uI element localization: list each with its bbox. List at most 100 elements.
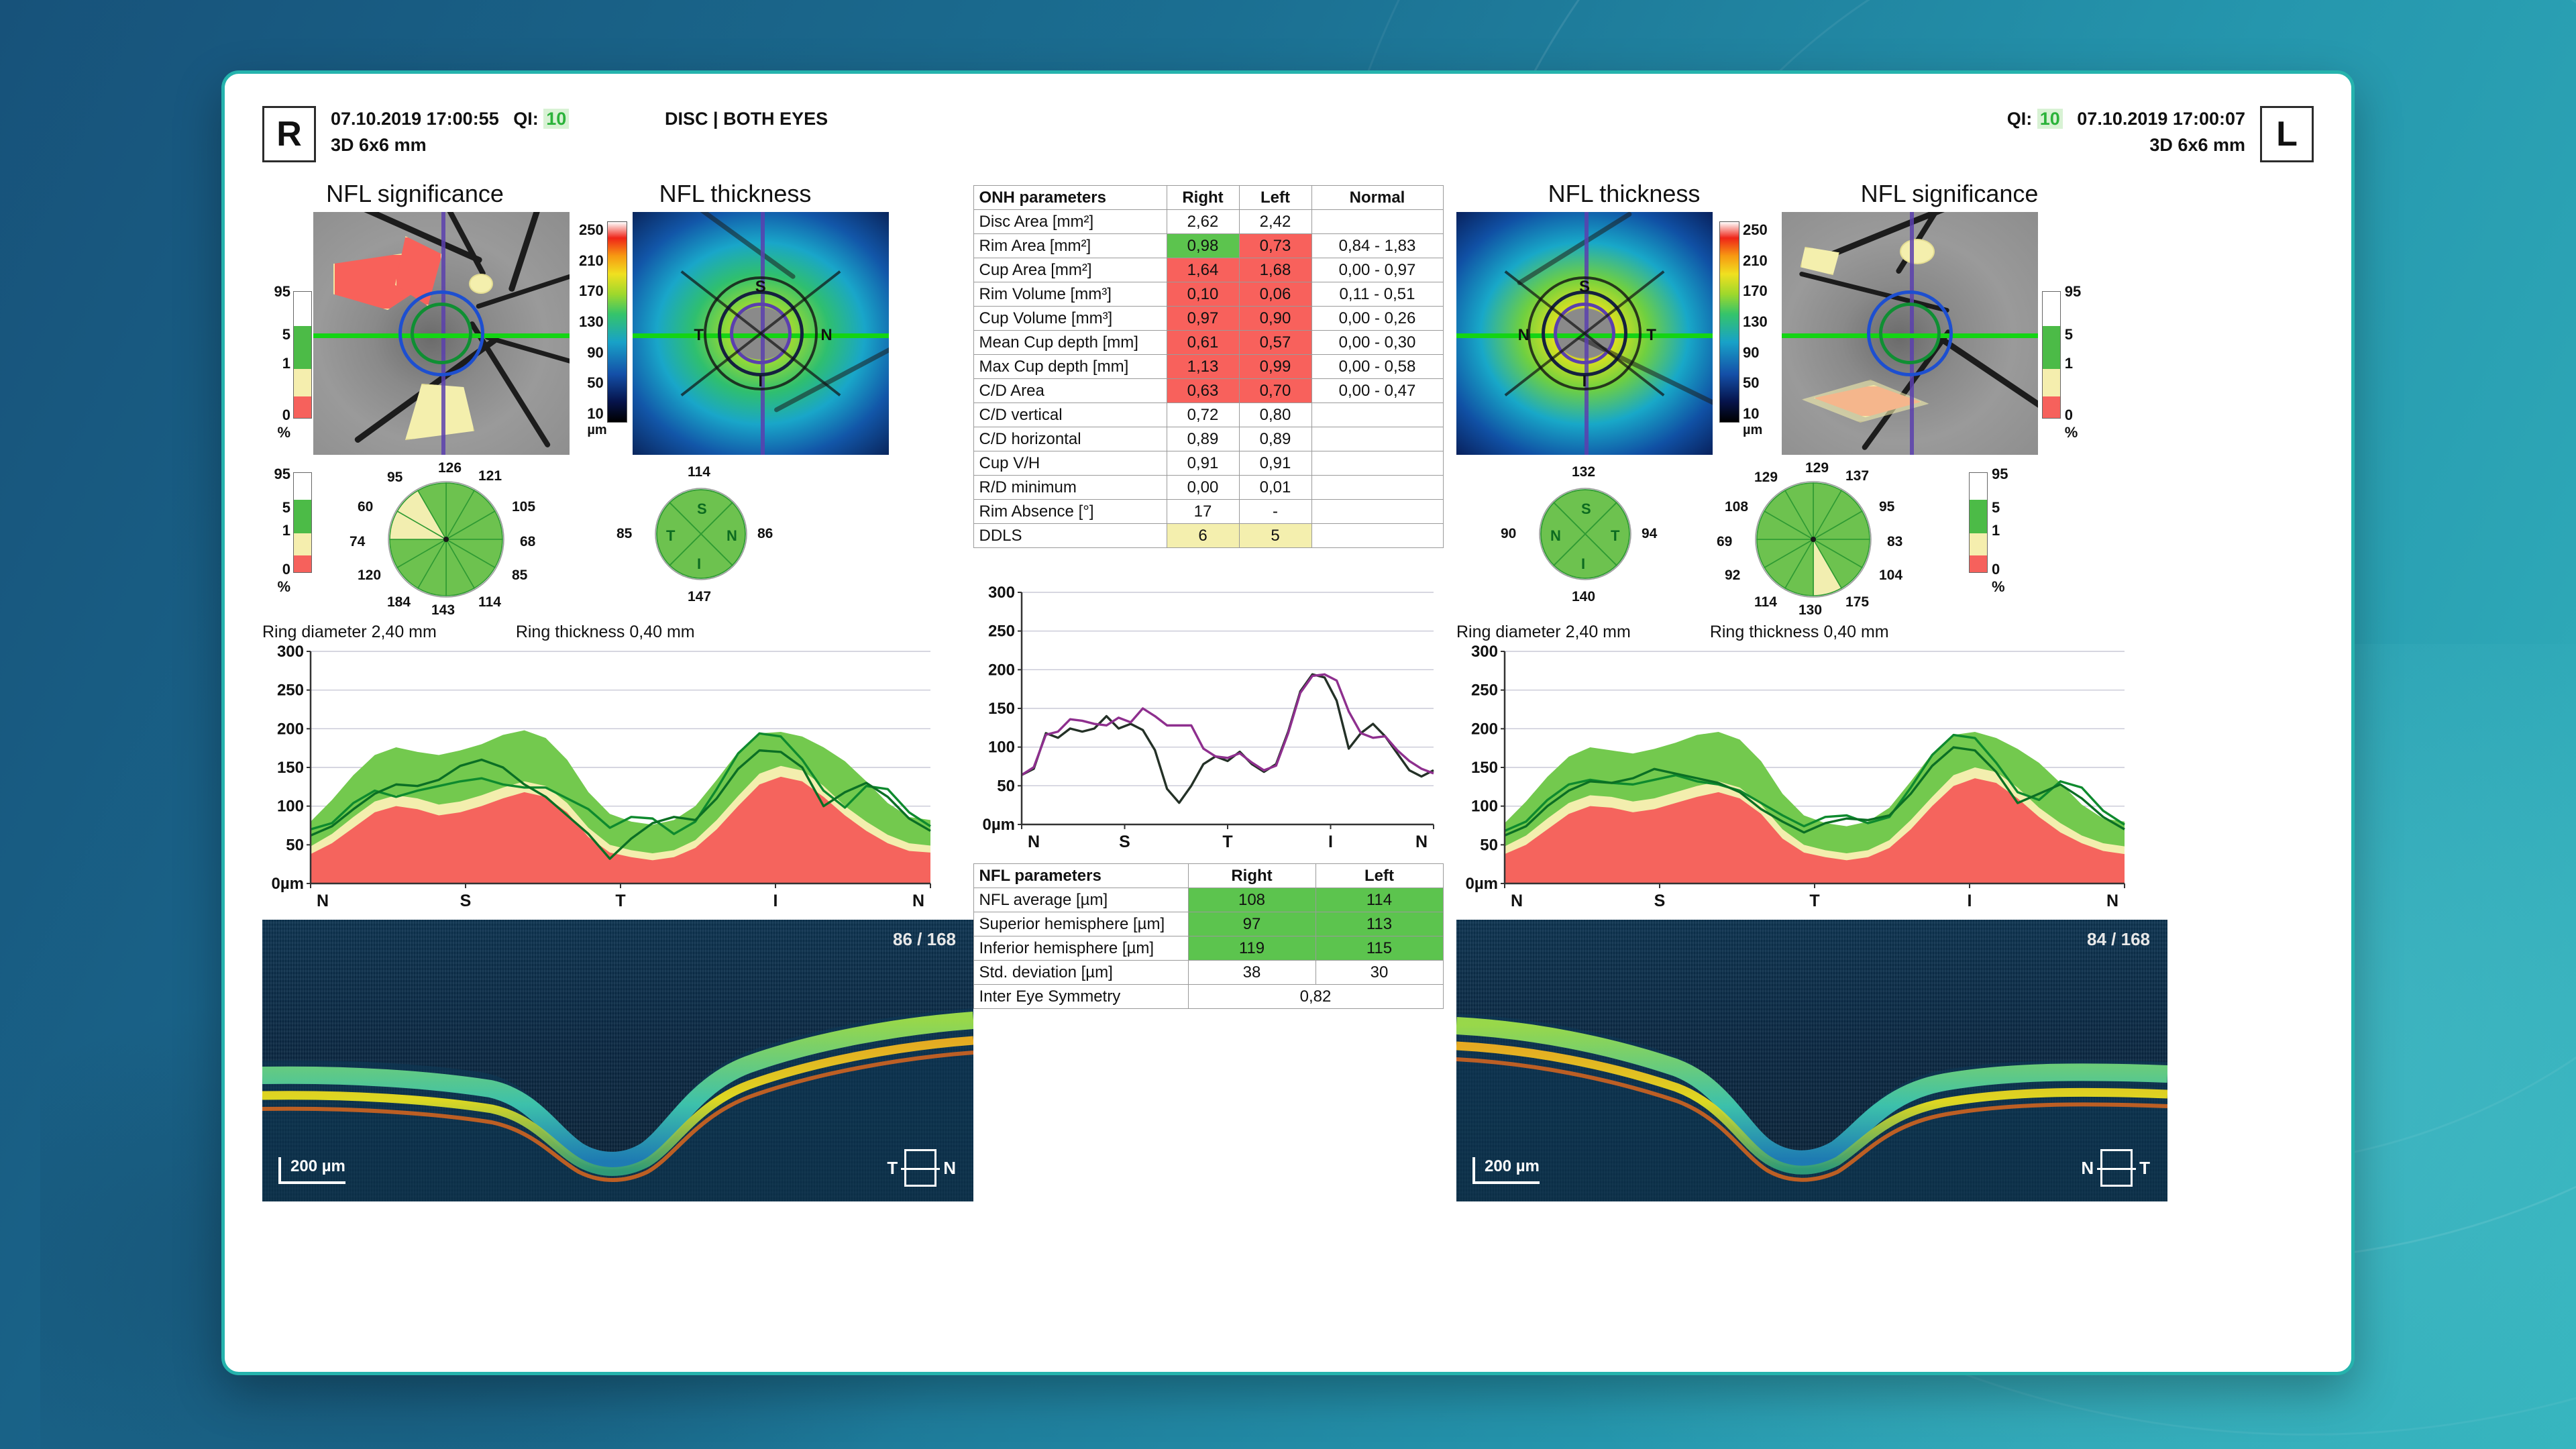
sector-label-N: N — [820, 326, 833, 345]
r-quad-sect-S: S — [697, 500, 707, 517]
nfl-row-label: Superior hemisphere [µm] — [973, 912, 1189, 936]
thick-tick-50: 50 — [587, 374, 604, 392]
thick-tick-250: 250 — [1743, 221, 1768, 238]
clock-sector — [1784, 482, 1814, 541]
table-row: Inter Eye Symmetry 0,82 — [973, 984, 1444, 1009]
sig-seg-red — [1970, 555, 1987, 572]
onh-row-label: C/D Area — [973, 378, 1167, 403]
nfl-table-title: NFL parameters — [973, 863, 1189, 888]
onh-row-right: 17 — [1166, 499, 1240, 524]
onh-row-label: Rim Area [mm²] — [973, 233, 1167, 258]
tsnit-compare-svg: 0µm 50 100 150 200 250 300 N S T I N — [982, 586, 1434, 851]
table-row: Inferior hemisphere [µm] 119 115 — [973, 936, 1444, 961]
onh-row-right: 0,91 — [1166, 451, 1240, 476]
x-axis-tick-label: N — [1415, 833, 1428, 851]
sig-tick-0: 0 — [282, 407, 290, 423]
thick-tick-130: 130 — [579, 313, 604, 330]
bscan-layers-right — [262, 1008, 973, 1201]
left-eye-bscan[interactable]: 84 / 168 200 µm N T — [1456, 920, 2167, 1201]
onh-col-normal: Normal — [1311, 185, 1444, 210]
cup-margin-ring — [1878, 303, 1941, 364]
right-bscan-index: 86 / 168 — [893, 929, 956, 949]
disc-margin-ring — [1866, 290, 1953, 376]
right-eye-clock12-wheel[interactable]: 126 121 105 68 85 114 143 184 120 74 60 … — [320, 460, 602, 618]
nfl-row-left: 113 — [1315, 912, 1444, 936]
tsnit-right-svg: 0µm 50 100 150 200 250 300 N S T I N — [271, 645, 931, 910]
left-nfl-thickness-map-block[interactable]: S N T I — [1456, 212, 1713, 455]
left-nfl-thickness-map[interactable]: S N T I — [1456, 212, 1713, 455]
y-axis-tick-label: 200 — [1471, 720, 1498, 738]
wheel-sig-unit: % — [1992, 578, 2005, 595]
onh-row-right: 0,89 — [1166, 427, 1240, 451]
right-eye-bscan[interactable]: 86 / 168 200 µm T N — [262, 920, 973, 1201]
left-eye-column: NFL thickness NFL significance — [1456, 180, 2167, 1201]
report-body: NFL significance NFL thickness 95 5 1 0 … — [262, 180, 2314, 1201]
significance-region-yellow — [469, 274, 493, 294]
y-axis-tick-label: 50 — [1480, 836, 1498, 854]
l-clock-val-3: 83 — [1887, 534, 1903, 549]
right-nfl-thickness-title: NFL thickness — [659, 180, 812, 207]
onh-row-normal: 0,00 - 0,97 — [1311, 258, 1444, 282]
sig-seg-yellow — [294, 533, 311, 555]
r-quad-sect-N: N — [727, 527, 737, 544]
x-axis-tick-label: S — [1654, 892, 1666, 910]
right-wheel-significance-labels: 95 5 1 0 % — [262, 466, 293, 595]
left-significance-colorbar-labels: 95 5 1 0 % — [2061, 283, 2092, 441]
left-nfl-significance-map[interactable] — [1781, 212, 2038, 455]
onh-row-normal — [1311, 499, 1444, 524]
sig-unit: % — [2064, 424, 2078, 441]
table-row: Mean Cup depth [mm] 0,61 0,57 0,00 - 0,30 — [973, 330, 1444, 355]
right-thickness-colorbar-unit: µm — [587, 423, 607, 437]
onh-row-left: 0,80 — [1238, 402, 1312, 427]
right-eye-header-text: 07.10.2019 17:00:55 QI: 10 3D 6x6 mm — [331, 106, 570, 158]
x-axis-tick-label: I — [1968, 892, 1972, 910]
onh-row-left: 2,42 — [1238, 209, 1312, 234]
right-nfl-significance-map-block[interactable] — [313, 212, 570, 455]
quadrant-sector — [1584, 502, 1630, 566]
onh-row-normal: 0,00 - 0,30 — [1311, 330, 1444, 355]
l-quad-sect-S: S — [1581, 500, 1591, 517]
right-eye-tsnit-chart[interactable]: 0µm 50 100 150 200 250 300 N S T I N — [262, 645, 960, 913]
r-clock-val-9: 74 — [350, 534, 366, 549]
onh-row-label: Cup Volume [mm³] — [973, 306, 1167, 331]
left-eye-clock12-wheel[interactable]: 129 137 95 83 104 175 130 114 92 69 108 … — [1687, 460, 1969, 618]
thick-tick-10: 10 — [1743, 405, 1760, 422]
right-nfl-significance-map[interactable] — [313, 212, 570, 455]
right-eye-qi-value: 10 — [543, 109, 570, 129]
onh-row-normal: 0,84 - 1,83 — [1311, 233, 1444, 258]
table-row: Max Cup depth [mm] 1,13 0,99 0,00 - 0,58 — [973, 354, 1444, 379]
onh-col-right: Right — [1166, 185, 1240, 210]
orientation-box-icon — [901, 1149, 941, 1187]
onh-row-label: Max Cup depth [mm] — [973, 354, 1167, 379]
table-row: Std. deviation [µm] 38 30 — [973, 960, 1444, 985]
left-nfl-significance-map-block[interactable] — [1781, 212, 2038, 455]
l-clock-val-12: 129 — [1805, 460, 1829, 476]
nfl-row-label: Inferior hemisphere [µm] — [973, 936, 1189, 961]
onh-row-right: 0,10 — [1166, 282, 1240, 307]
scan-type-label: DISC | BOTH EYES — [665, 109, 828, 129]
nfl-row-right: 97 — [1187, 912, 1316, 936]
table-row: Cup V/H 0,91 0,91 — [973, 451, 1444, 476]
right-eye-ring-info: Ring diameter 2,40 mm Ring thickness 0,4… — [262, 623, 960, 642]
left-nfl-thickness-title: NFL thickness — [1548, 180, 1701, 207]
y-axis-tick-label: 300 — [1471, 645, 1498, 661]
quadrant-sector — [669, 533, 733, 579]
sig-tick-95: 95 — [2064, 283, 2082, 300]
left-ring-thickness: Ring thickness 0,40 mm — [1709, 623, 1889, 641]
right-eye-scan-info: 3D 6x6 mm — [331, 135, 427, 156]
y-axis-tick-label: 50 — [286, 836, 304, 854]
onh-row-right: 0,72 — [1166, 402, 1240, 427]
l-clock-val-8: 92 — [1725, 568, 1741, 583]
onh-row-normal: 0,11 - 0,51 — [1311, 282, 1444, 307]
series-line-1 — [1504, 746, 2125, 837]
right-eye-quad4-wheel[interactable]: 114 86 147 85 S N I T — [602, 460, 803, 616]
left-eye-tsnit-chart[interactable]: 0µm 50 100 150 200 250 300 N S T I N — [1456, 645, 2154, 913]
left-eye-qi-label: QI: — [2006, 109, 2033, 129]
left-eye-quad4-wheel[interactable]: 132 94 140 90 S T I N — [1486, 460, 1687, 616]
right-eye-wheels-row: 95 5 1 0 % — [262, 460, 960, 618]
right-nfl-thickness-map[interactable]: S T N I — [632, 212, 889, 455]
inter-eye-tsnit-chart[interactable]: 0µm 50 100 150 200 250 300 N S T I N — [973, 586, 1443, 854]
y-axis-tick-label: 150 — [1471, 759, 1498, 777]
right-nfl-thickness-map-block[interactable]: S T N I — [632, 212, 889, 455]
x-axis-tick-label: N — [2106, 892, 2118, 910]
